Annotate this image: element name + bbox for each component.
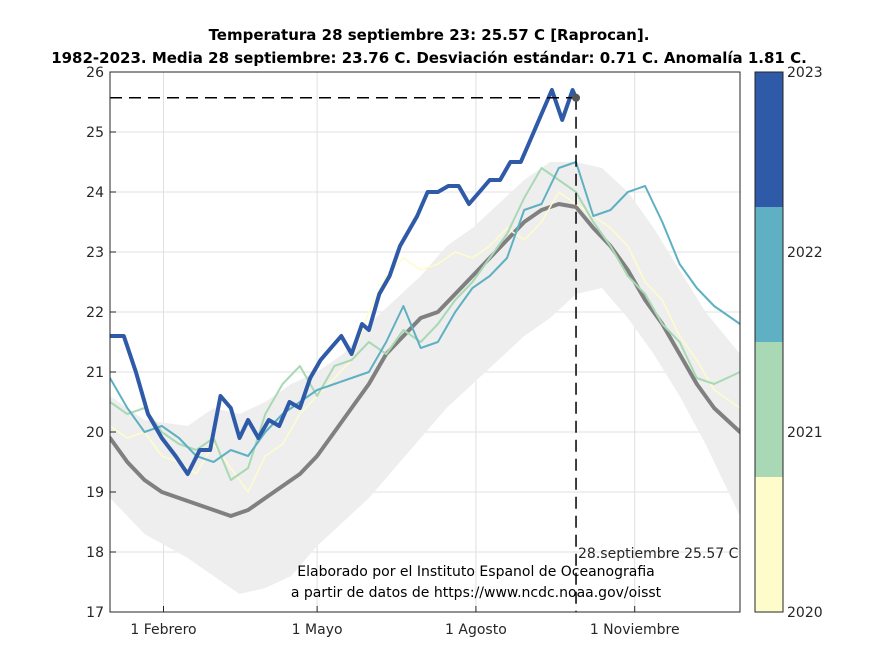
- x-tick-label: 1 Noviembre: [590, 622, 680, 638]
- axes: 17 18 19 20 21 22 23 24 25 26 1 Febrero 1 Mayo 1 Ago…: [86, 65, 679, 638]
- y-tick-label: 25: [86, 125, 104, 141]
- chart-subtitle: 1982-2023. Media 28 septiembre: 23.76 C.…: [51, 49, 807, 67]
- marker-point: [572, 93, 581, 102]
- colorbar-segment: [755, 72, 783, 207]
- series-2023-line: [110, 88, 578, 476]
- credit-line-1: Elaborado por el Instituto Espanol de Oc…: [297, 564, 654, 580]
- colorbar-segment: [755, 207, 783, 342]
- x-tick-label: 1 Agosto: [445, 622, 507, 638]
- colorbar-frame: [754, 71, 784, 613]
- y-tick-label: 17: [86, 605, 104, 621]
- chart-title: Temperatura 28 septiembre 23: 25.57 C [R…: [209, 26, 650, 44]
- y-tick-label: 22: [86, 305, 104, 321]
- x-tick-label: 1 Mayo: [292, 622, 343, 638]
- y-tick-label: 23: [86, 245, 104, 261]
- y-tick-label: 21: [86, 365, 104, 381]
- y-tick-label: 26: [86, 65, 104, 81]
- colorbar-label: 2020: [787, 605, 823, 621]
- credit-line-2: a partir de datos de https://www.ncdc.no…: [291, 585, 662, 601]
- range-band: [110, 162, 740, 594]
- colorbar-label: 2023: [787, 65, 823, 81]
- colorbar: 2023 2022 2021 2020: [754, 65, 823, 621]
- mean-line: [110, 202, 740, 518]
- plot-area: [110, 88, 740, 594]
- marker-label: 28.septiembre 25.57 C: [578, 546, 739, 562]
- marker-group: 28.septiembre 25.57 C: [110, 93, 739, 612]
- series-2022-line: [110, 161, 740, 463]
- series-2020-line: [110, 191, 740, 493]
- y-tick-label: 24: [86, 185, 104, 201]
- plot-frame: [109, 71, 741, 613]
- colorbar-label: 2022: [787, 245, 823, 261]
- y-tick-label: 20: [86, 425, 104, 441]
- x-tick-label: 1 Febrero: [130, 622, 196, 638]
- colorbar-segment: [755, 342, 783, 477]
- colorbar-label: 2021: [787, 425, 823, 441]
- series-lines: [110, 88, 740, 518]
- colorbar-segment: [755, 477, 783, 612]
- y-tick-label: 19: [86, 485, 104, 501]
- y-tick-label: 18: [86, 545, 104, 561]
